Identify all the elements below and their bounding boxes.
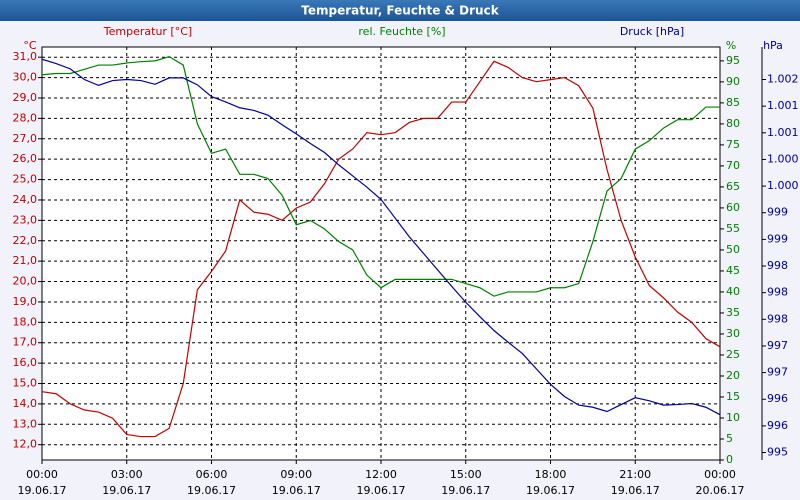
x-tick-label: 12:00: [365, 468, 397, 481]
x-tick-label: 06:00: [196, 468, 228, 481]
series-line: [41, 60, 721, 438]
y-tick-label: 30,0: [13, 71, 38, 84]
y2-tick-label: 0: [726, 453, 733, 466]
x-tick-label: 09:00: [280, 468, 312, 481]
y2-tick-label: 85: [726, 96, 740, 109]
y-tick-label: 13,0: [13, 417, 38, 430]
y3-tick-label: 997: [767, 366, 788, 379]
y-tick-label: 29,0: [13, 91, 38, 104]
x-tick-label: 03:00: [111, 468, 143, 481]
y-tick-label: 28,0: [13, 111, 38, 124]
y2-tick-label: 95: [726, 54, 740, 67]
y2-tick-label: 25: [726, 348, 740, 361]
x-tick-date: 19.06.17: [187, 484, 236, 497]
x-tick-date: 19.06.17: [611, 484, 660, 497]
y2-tick-label: 80: [726, 117, 740, 130]
y3-tick-label: 1.000: [767, 179, 799, 192]
y-tick-label: 14,0: [13, 397, 38, 410]
x-tick-label: 15:00: [450, 468, 482, 481]
y3-tick-label: 1.002: [767, 73, 799, 86]
y2-tick-label: 40: [726, 285, 740, 298]
x-tick-label: 00:00: [704, 468, 736, 481]
y2-tick-label: 30: [726, 327, 740, 340]
y-tick-label: 24,0: [13, 193, 38, 206]
y-tick-label: 26,0: [13, 152, 38, 165]
series-line: [41, 56, 720, 297]
x-tick-date: 19.06.17: [526, 484, 575, 497]
y2-tick-label: 35: [726, 306, 740, 319]
y2-tick-label: 50: [726, 243, 740, 256]
y3-tick-label: 996: [767, 392, 788, 405]
x-tick-date: 19.06.17: [272, 484, 321, 497]
y2-tick-label: 55: [726, 222, 740, 235]
y-tick-label: 25,0: [13, 173, 38, 186]
legend-entry: rel. Feuchte [%]: [358, 25, 445, 38]
y2-tick-label: 70: [726, 159, 740, 172]
y2-tick-label: 15: [726, 390, 740, 403]
y2-tick-label: 10: [726, 411, 740, 424]
y3-tick-label: 995: [767, 446, 788, 459]
x-tick-date: 19.06.17: [357, 484, 406, 497]
y3-tick-label: 1.000: [767, 152, 799, 165]
x-tick-date: 19.06.17: [441, 484, 490, 497]
y3-tick-label: 1.001: [767, 126, 799, 139]
y2-tick-label: 75: [726, 138, 740, 151]
y3-tick-label: 998: [767, 286, 788, 299]
y-tick-label: 18,0: [13, 315, 38, 328]
y-tick-label: 31,0: [13, 50, 38, 63]
plot-border: [41, 46, 721, 461]
y-tick-label: 19,0: [13, 295, 38, 308]
y-tick-label: 27,0: [13, 132, 38, 145]
y3-tick-label: 998: [767, 259, 788, 272]
x-tick-date: 20.06.17: [696, 484, 745, 497]
y-tick-label: 17,0: [13, 336, 38, 349]
y-axis-label: °C: [23, 39, 37, 52]
title-bar: [0, 0, 800, 21]
y3-tick-label: 996: [767, 419, 788, 432]
y-tick-label: 12,0: [13, 438, 38, 451]
y-tick-label: 21,0: [13, 254, 38, 267]
y3-tick-label: 1.001: [767, 99, 799, 112]
y3-tick-label: 997: [767, 339, 788, 352]
y2-tick-label: 60: [726, 201, 740, 214]
y2-axis-label: %: [726, 39, 736, 52]
y-tick-label: 20,0: [13, 275, 38, 288]
y3-tick-label: 999: [767, 206, 788, 219]
y2-tick-label: 5: [726, 432, 733, 445]
y3-tick-label: 998: [767, 312, 788, 325]
chart-title: Temperatur, Feuchte & Druck: [301, 4, 499, 18]
y2-tick-label: 65: [726, 180, 740, 193]
x-tick-label: 18:00: [535, 468, 567, 481]
y2-tick-label: 20: [726, 369, 740, 382]
series-line: [41, 58, 721, 416]
y2-tick-label: 45: [726, 264, 740, 277]
y2-tick-label: 90: [726, 75, 740, 88]
legend-entry: Temperatur [°C]: [103, 25, 192, 38]
x-tick-label: 00:00: [26, 468, 58, 481]
x-tick-date: 19.06.17: [102, 484, 151, 497]
y3-axis-label: hPa: [763, 39, 783, 52]
x-tick-date: 19.06.17: [18, 484, 67, 497]
y-tick-label: 15,0: [13, 377, 38, 390]
legend-entry: Druck [hPa]: [620, 25, 684, 38]
x-tick-label: 21:00: [619, 468, 651, 481]
y-tick-label: 16,0: [13, 356, 38, 369]
y-tick-label: 22,0: [13, 234, 38, 247]
y-tick-label: 23,0: [13, 213, 38, 226]
y3-tick-label: 999: [767, 232, 788, 245]
